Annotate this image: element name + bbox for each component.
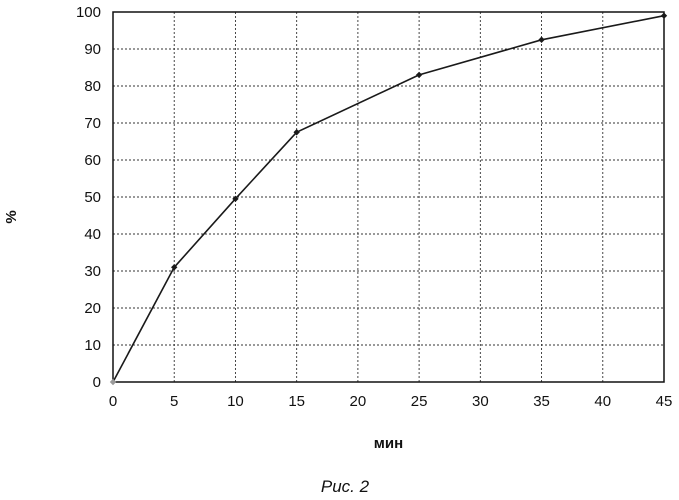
- x-tick-label: 40: [594, 393, 611, 410]
- y-tick-label: 50: [84, 189, 101, 206]
- y-axis-title: %: [3, 210, 20, 223]
- x-tick-label: 20: [350, 393, 367, 410]
- data-point: [110, 379, 116, 385]
- data-point: [538, 37, 544, 43]
- y-tick-label: 90: [84, 41, 101, 58]
- x-tick-label: 0: [109, 393, 117, 410]
- data-point: [661, 13, 667, 19]
- y-tick-label: 80: [84, 78, 101, 95]
- x-tick-label: 10: [227, 393, 244, 410]
- grid-lines: [113, 12, 664, 382]
- x-axis-tick-labels: 0 5 10 15 20 25 30 35 40 45: [109, 393, 673, 410]
- y-tick-label: 40: [84, 226, 101, 243]
- x-tick-label: 25: [411, 393, 428, 410]
- data-point: [416, 72, 422, 78]
- y-tick-label: 30: [84, 263, 101, 280]
- figure-caption: Рис. 2: [321, 477, 370, 496]
- y-axis-tick-labels: 0 10 20 30 40 50 60 70 80 90 100: [76, 4, 101, 391]
- x-tick-label: 45: [656, 393, 673, 410]
- x-tick-label: 15: [288, 393, 305, 410]
- y-tick-label: 100: [76, 4, 101, 21]
- y-tick-label: 10: [84, 337, 101, 354]
- y-tick-label: 20: [84, 300, 101, 317]
- series-line: [113, 16, 664, 382]
- x-tick-label: 5: [170, 393, 178, 410]
- data-points: [110, 13, 667, 386]
- x-tick-label: 35: [533, 393, 550, 410]
- x-tick-label: 30: [472, 393, 489, 410]
- y-tick-label: 70: [84, 115, 101, 132]
- y-tick-label: 60: [84, 152, 101, 169]
- y-tick-label: 0: [93, 374, 101, 391]
- x-axis-title: мин: [374, 435, 403, 452]
